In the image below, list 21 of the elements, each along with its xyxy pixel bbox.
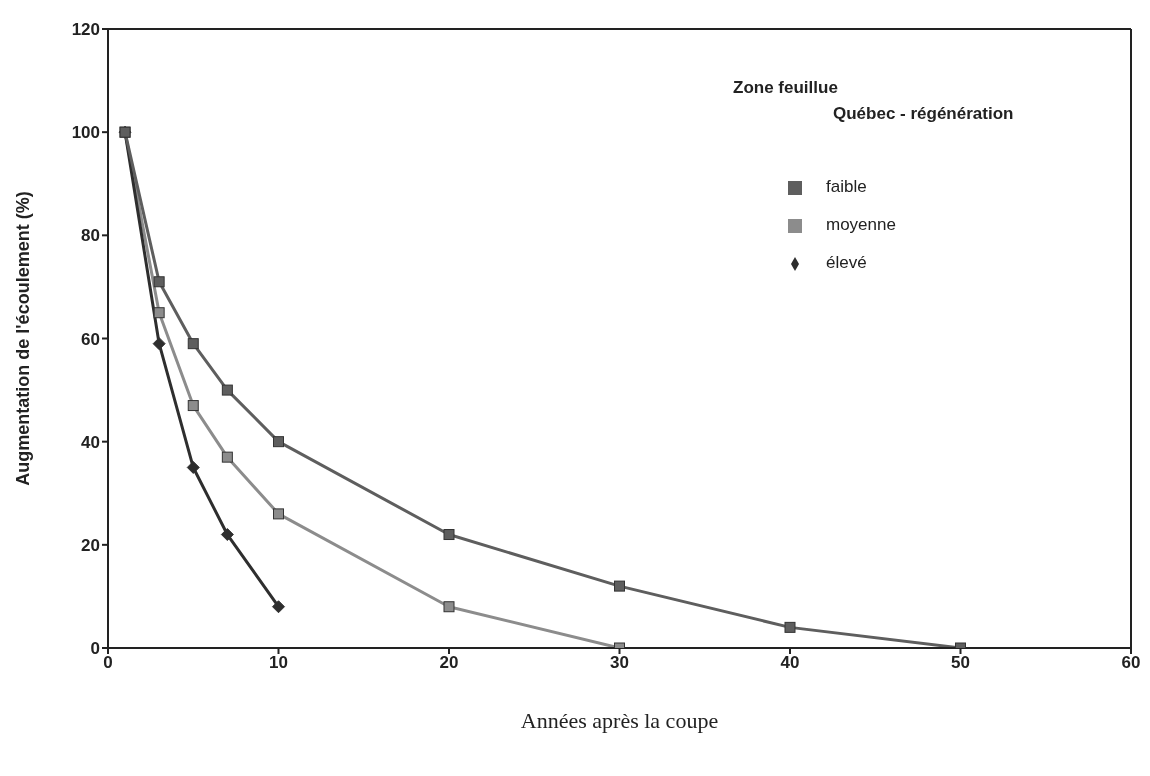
y-tick-label: 80	[81, 226, 100, 246]
x-tick-label: 20	[439, 653, 459, 673]
x-tick-label: 60	[1121, 653, 1141, 673]
y-tick-label: 60	[81, 329, 100, 349]
legend-label: moyenne	[826, 215, 896, 234]
x-tick-label: 0	[103, 653, 113, 673]
legend-label: élevé	[826, 253, 867, 272]
y-tick-label: 0	[90, 639, 100, 659]
legend-title: Zone feuillue	[733, 78, 839, 98]
x-axis-title: Années après la coupe	[520, 708, 719, 733]
y-tick-label: 100	[71, 123, 100, 143]
y-tick-label: 120	[71, 20, 100, 40]
y-tick-label: 40	[81, 432, 100, 452]
x-tick-label: 30	[610, 653, 629, 673]
y-axis-title: Augmentation de l'écoulement (%)	[13, 191, 34, 486]
annotation: Québec - régénération	[833, 104, 1014, 124]
x-tick-label: 10	[269, 653, 288, 673]
x-tick-label: 40	[780, 653, 800, 673]
legend-label: faible	[826, 177, 867, 196]
y-tick-label: 20	[81, 535, 100, 555]
x-tick-label: 50	[951, 653, 970, 673]
